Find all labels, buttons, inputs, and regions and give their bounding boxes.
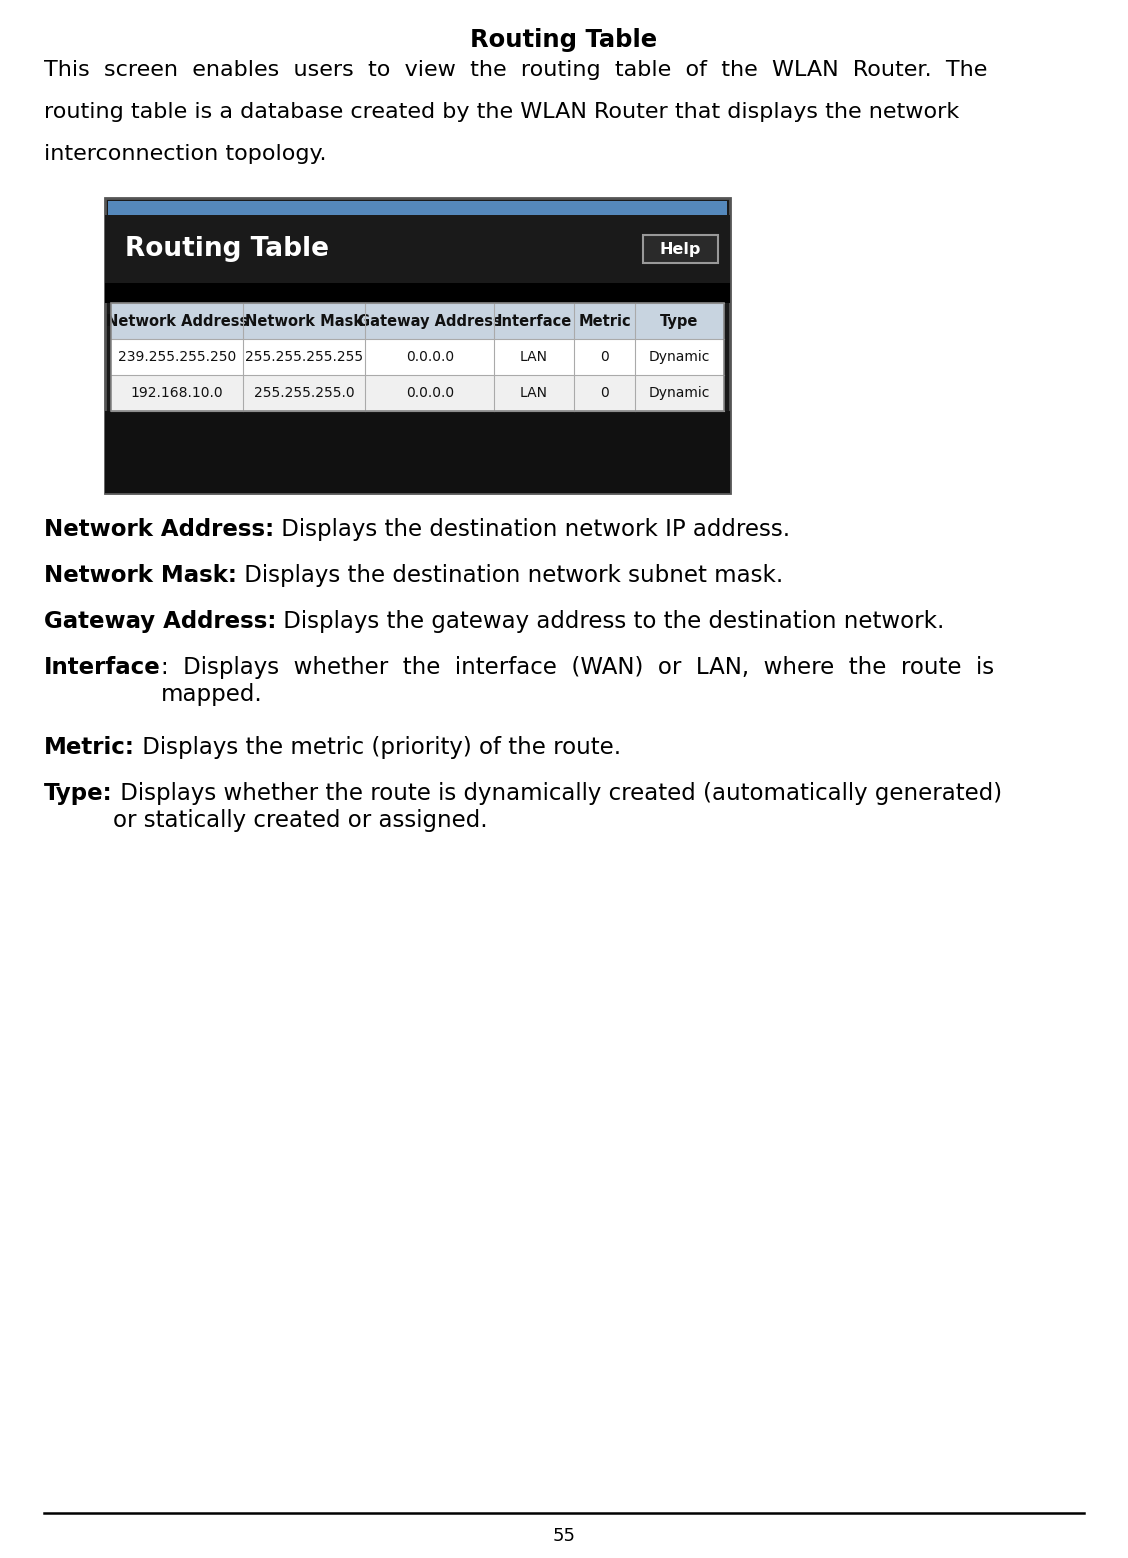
Text: Dynamic: Dynamic xyxy=(649,351,711,365)
Text: 255.255.255.255: 255.255.255.255 xyxy=(245,351,363,365)
Text: 255.255.255.0: 255.255.255.0 xyxy=(254,386,354,400)
Text: Gateway Address: Gateway Address xyxy=(358,313,502,329)
Text: Displays the metric (priority) of the route.: Displays the metric (priority) of the ro… xyxy=(135,735,622,759)
Text: LAN: LAN xyxy=(520,386,548,400)
Bar xyxy=(105,215,730,284)
Bar xyxy=(111,302,724,411)
Text: Displays the destination network subnet mask.: Displays the destination network subnet … xyxy=(237,564,783,587)
Text: 0.0.0.0: 0.0.0.0 xyxy=(406,351,453,365)
Text: Type: Type xyxy=(660,313,698,329)
Text: 239.255.255.250: 239.255.255.250 xyxy=(117,351,236,365)
Text: Network Mask: Network Mask xyxy=(245,313,363,329)
Text: Metric: Metric xyxy=(579,313,631,329)
Bar xyxy=(105,411,730,492)
Text: Interface: Interface xyxy=(496,313,572,329)
Text: Help: Help xyxy=(660,241,702,257)
Text: Routing Table: Routing Table xyxy=(125,235,329,262)
Text: 0: 0 xyxy=(600,386,609,400)
Bar xyxy=(643,235,719,263)
Text: Interface: Interface xyxy=(44,656,161,679)
Text: Network Address:: Network Address: xyxy=(44,517,274,541)
Text: Type:: Type: xyxy=(44,782,113,805)
Text: Routing Table: Routing Table xyxy=(470,28,658,51)
Text: Network Address: Network Address xyxy=(106,313,248,329)
Bar xyxy=(111,302,724,411)
Bar xyxy=(108,201,728,215)
Text: Network Mask:: Network Mask: xyxy=(44,564,237,587)
Text: Displays the gateway address to the destination network.: Displays the gateway address to the dest… xyxy=(276,611,945,633)
Text: Displays whether the route is dynamically created (automatically generated)
or s: Displays whether the route is dynamicall… xyxy=(113,782,1002,832)
Bar xyxy=(111,302,724,340)
Bar xyxy=(105,198,730,492)
Text: Dynamic: Dynamic xyxy=(649,386,711,400)
Text: :  Displays  whether  the  interface  (WAN)  or  LAN,  where  the  route  is
map: : Displays whether the interface (WAN) o… xyxy=(161,656,994,706)
Text: Metric:: Metric: xyxy=(44,735,135,759)
Text: Gateway Address:: Gateway Address: xyxy=(44,611,276,633)
Text: 192.168.10.0: 192.168.10.0 xyxy=(131,386,223,400)
Bar xyxy=(111,375,724,411)
Text: 55: 55 xyxy=(553,1527,575,1546)
Text: Displays the destination network IP address.: Displays the destination network IP addr… xyxy=(274,517,791,541)
Text: interconnection topology.: interconnection topology. xyxy=(44,143,326,164)
Text: routing table is a database created by the WLAN Router that displays the network: routing table is a database created by t… xyxy=(44,101,959,122)
Text: 0.0.0.0: 0.0.0.0 xyxy=(406,386,453,400)
Text: This  screen  enables  users  to  view  the  routing  table  of  the  WLAN  Rout: This screen enables users to view the ro… xyxy=(44,61,987,79)
Bar xyxy=(105,284,730,302)
Text: 0: 0 xyxy=(600,351,609,365)
Text: LAN: LAN xyxy=(520,351,548,365)
Bar xyxy=(111,340,724,375)
